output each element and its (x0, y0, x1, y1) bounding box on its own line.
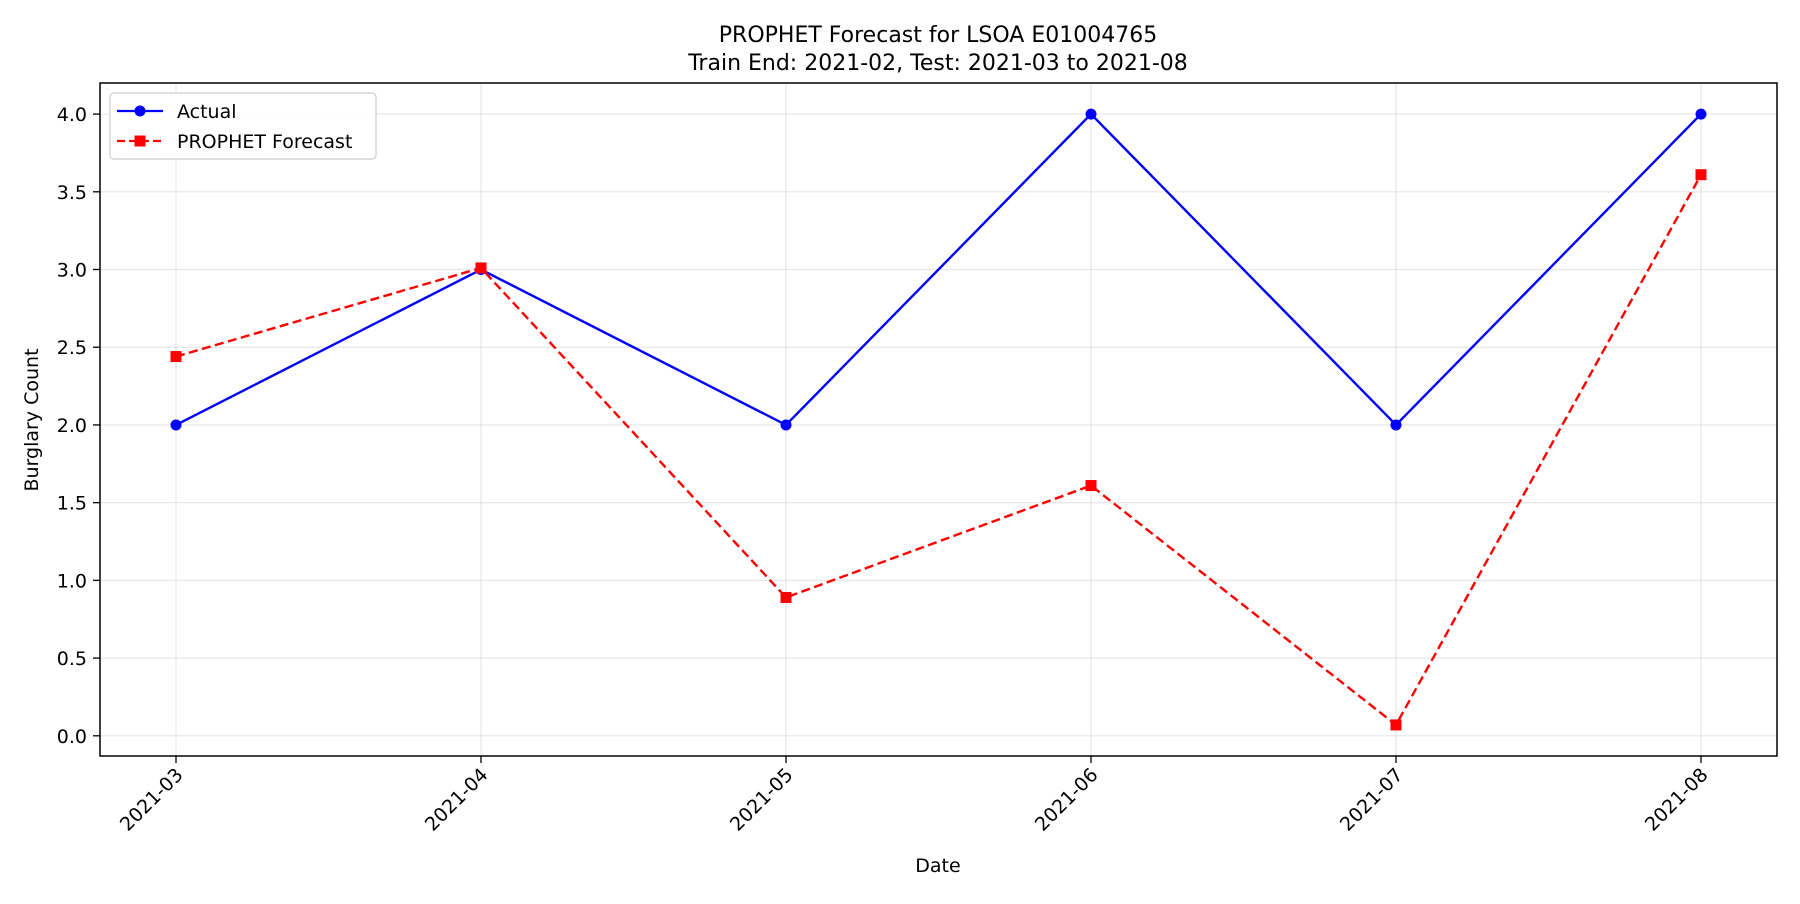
series-layer (170, 108, 1707, 731)
y-tick-label: 0.5 (57, 648, 87, 670)
legend: Actual PROPHET Forecast (109, 92, 377, 160)
y-axis-label: Burglary Count (21, 348, 43, 491)
data-point-prophet-forecast (1390, 719, 1402, 731)
chart-subtitle: Train End: 2021-02, Test: 2021-03 to 202… (687, 51, 1188, 76)
series-line-prophet-forecast (175, 174, 1703, 727)
legend-forecast-marker (134, 135, 146, 147)
x-axis-label: Date (915, 855, 960, 877)
data-point-actual (780, 419, 792, 431)
y-tick-label: 0.0 (57, 726, 87, 748)
chart-title: PROPHET Forecast for LSOA E01004765 (719, 23, 1157, 48)
data-point-prophet-forecast (780, 591, 792, 603)
y-tick-label: 2.0 (57, 415, 87, 437)
data-point-actual (1695, 108, 1707, 120)
y-tick-label: 3.5 (57, 182, 87, 204)
data-point-prophet-forecast (475, 262, 487, 274)
data-point-actual (170, 419, 182, 431)
y-tick-label: 2.5 (57, 337, 87, 359)
y-tick-label: 4.0 (57, 104, 87, 126)
data-point-prophet-forecast (1695, 169, 1707, 181)
y-tick-label: 3.0 (57, 260, 87, 282)
y-tick-label: 1.0 (57, 570, 87, 592)
y-tick-label: 1.5 (57, 493, 87, 515)
data-point-actual (1085, 108, 1097, 120)
y-axis-ticks: 0.0 0.5 1.0 1.5 2.0 2.5 3.0 3.5 4.0 (57, 104, 100, 748)
plot-frame (99, 82, 1778, 757)
series-line-actual (175, 112, 1702, 427)
legend-actual-label: Actual (177, 101, 237, 123)
legend-actual-marker (134, 105, 146, 117)
data-point-prophet-forecast (170, 351, 182, 363)
data-point-actual (1390, 419, 1402, 431)
legend-forecast-label: PROPHET Forecast (177, 131, 352, 153)
data-point-prophet-forecast (1085, 480, 1097, 492)
legend-box (109, 92, 377, 160)
